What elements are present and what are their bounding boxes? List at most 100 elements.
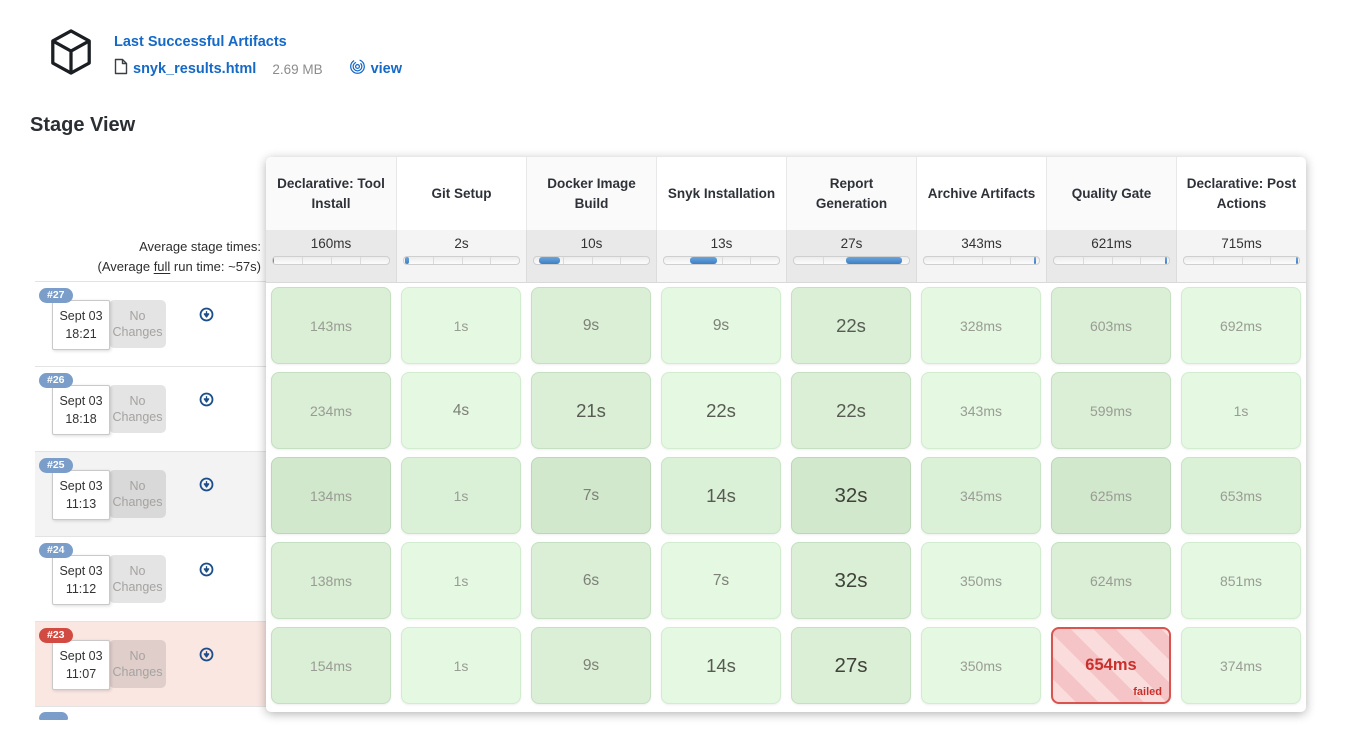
stage-header-row: Declarative: Tool Install Git Setup Dock… — [266, 157, 1306, 230]
stage-cell-wrap: 350ms — [916, 623, 1046, 708]
stage-cell[interactable]: 32s — [791, 542, 911, 619]
circle-arrow-down-icon[interactable] — [199, 307, 214, 322]
stage-cell[interactable]: 328ms — [921, 287, 1041, 364]
stage-cell[interactable]: 9s — [531, 287, 651, 364]
circle-arrow-down-icon[interactable] — [199, 392, 214, 407]
stage-cell[interactable]: 654ms failed — [1051, 627, 1171, 704]
stage-cell-wrap: 328ms — [916, 283, 1046, 368]
fingerprint-icon[interactable] — [323, 58, 371, 80]
stage-cell-duration: 134ms — [309, 487, 353, 504]
stage-cell[interactable]: 27s — [791, 627, 911, 704]
stage-timing-bar-fill — [1034, 257, 1036, 264]
build-number-badge[interactable]: #26 — [39, 373, 73, 388]
stage-cell-duration: 6s — [582, 571, 600, 589]
failed-status-label: failed — [1133, 686, 1162, 698]
circle-arrow-down-icon[interactable] — [199, 562, 214, 577]
build-date-link[interactable]: Sept 03 11:12 — [52, 555, 110, 605]
stage-column-header: Snyk Installation — [656, 157, 786, 230]
stage-cell[interactable]: 1s — [401, 542, 521, 619]
build-date-link[interactable]: Sept 03 11:07 — [52, 640, 110, 690]
stage-cell-wrap: 27s — [786, 623, 916, 708]
stage-cell[interactable]: 154ms — [271, 627, 391, 704]
stage-cell[interactable]: 22s — [661, 372, 781, 449]
build-changes-button[interactable]: No Changes — [109, 300, 166, 348]
stage-cell-duration: 9s — [712, 316, 730, 334]
stage-cell[interactable]: 9s — [661, 287, 781, 364]
build-number-badge[interactable]: #24 — [39, 543, 73, 558]
build-row: 234ms 4s 21s 22s 22s 343ms 599ms 1s — [266, 368, 1306, 453]
stage-cell[interactable]: 7s — [661, 542, 781, 619]
build-row: 134ms 1s 7s 14s 32s 345ms 625ms 653ms — [266, 453, 1306, 538]
build-time: 18:18 — [65, 412, 97, 426]
stage-cell[interactable]: 1s — [401, 457, 521, 534]
build-changes-button[interactable]: No Changes — [109, 385, 166, 433]
stage-cell[interactable]: 22s — [791, 372, 911, 449]
stage-cell-wrap: 9s — [526, 283, 656, 368]
stage-cell-wrap: 1s — [396, 453, 526, 538]
stage-cell[interactable]: 1s — [1181, 372, 1301, 449]
stage-cell[interactable]: 350ms — [921, 627, 1041, 704]
stage-cell[interactable]: 4s — [401, 372, 521, 449]
build-number-badge[interactable]: #27 — [39, 288, 73, 303]
stage-cell[interactable]: 143ms — [271, 287, 391, 364]
build-date-link[interactable]: Sept 03 18:21 — [52, 300, 110, 350]
stage-cell[interactable]: 374ms — [1181, 627, 1301, 704]
stage-cell[interactable]: 345ms — [921, 457, 1041, 534]
stage-cell[interactable]: 134ms — [271, 457, 391, 534]
stage-cell-duration: 692ms — [1219, 317, 1263, 334]
stage-cell[interactable]: 1s — [401, 627, 521, 704]
stage-cell[interactable]: 692ms — [1181, 287, 1301, 364]
stage-timing-bar-fill — [538, 257, 561, 264]
artifacts-title-link[interactable]: Last Successful Artifacts — [114, 34, 287, 50]
average-full-run-time-note: (Average full run time: ~57s) — [97, 259, 261, 275]
stage-average-cell: 2s — [396, 230, 526, 282]
stage-cell[interactable]: 624ms — [1051, 542, 1171, 619]
stage-cell[interactable]: 851ms — [1181, 542, 1301, 619]
stage-cell[interactable]: 14s — [661, 457, 781, 534]
artifact-view-link[interactable]: view — [370, 61, 403, 77]
build-changes-button[interactable]: No Changes — [109, 640, 166, 688]
stage-cell[interactable]: 7s — [531, 457, 651, 534]
stage-cell[interactable]: 653ms — [1181, 457, 1301, 534]
stage-cell-duration: 154ms — [309, 657, 353, 674]
stage-cell[interactable]: 343ms — [921, 372, 1041, 449]
build-changes-label: No Changes — [112, 478, 163, 509]
build-number-badge[interactable]: #25 — [39, 458, 73, 473]
stage-cell[interactable]: 1s — [401, 287, 521, 364]
stage-cell-wrap: 9s — [656, 283, 786, 368]
stage-cell-wrap: 9s — [526, 623, 656, 708]
build-date-link[interactable]: Sept 03 11:13 — [52, 470, 110, 520]
stage-cell[interactable]: 6s — [531, 542, 651, 619]
stage-cell[interactable]: 625ms — [1051, 457, 1171, 534]
stage-timing-bar-fill — [404, 257, 410, 264]
stage-average-cell: 715ms — [1176, 230, 1306, 282]
stage-cell-duration: 374ms — [1219, 657, 1263, 674]
stage-cell[interactable]: 234ms — [271, 372, 391, 449]
stage-cell[interactable]: 9s — [531, 627, 651, 704]
stage-cell-duration: 350ms — [959, 572, 1003, 589]
build-changes-button[interactable]: No Changes — [109, 555, 166, 603]
build-changes-button[interactable]: No Changes — [109, 470, 166, 518]
stage-cell-wrap: 1s — [396, 623, 526, 708]
stage-timing-bar — [533, 256, 650, 265]
build-number-badge[interactable]: #23 — [39, 628, 73, 643]
stage-cell-wrap: 22s — [786, 283, 916, 368]
stage-cell[interactable]: 14s — [661, 627, 781, 704]
circle-arrow-down-icon[interactable] — [199, 647, 214, 662]
stage-cell[interactable]: 32s — [791, 457, 911, 534]
circle-arrow-down-icon[interactable] — [199, 477, 214, 492]
build-date-link[interactable]: Sept 03 18:18 — [52, 385, 110, 435]
stage-average-value: 13s — [710, 236, 733, 251]
stage-cell-duration: 14s — [706, 484, 736, 506]
stage-cell[interactable]: 138ms — [271, 542, 391, 619]
artifact-file-link[interactable]: snyk_results.html — [133, 61, 257, 77]
stage-cell[interactable]: 22s — [791, 287, 911, 364]
stage-timing-bar-fill — [845, 257, 903, 264]
stage-timing-bar — [793, 256, 910, 265]
stage-cell[interactable]: 603ms — [1051, 287, 1171, 364]
stage-cell-duration: 603ms — [1089, 317, 1133, 334]
stage-cell[interactable]: 350ms — [921, 542, 1041, 619]
stage-cell[interactable]: 599ms — [1051, 372, 1171, 449]
stage-cell[interactable]: 21s — [531, 372, 651, 449]
stage-cell-duration: 9s — [582, 316, 600, 334]
